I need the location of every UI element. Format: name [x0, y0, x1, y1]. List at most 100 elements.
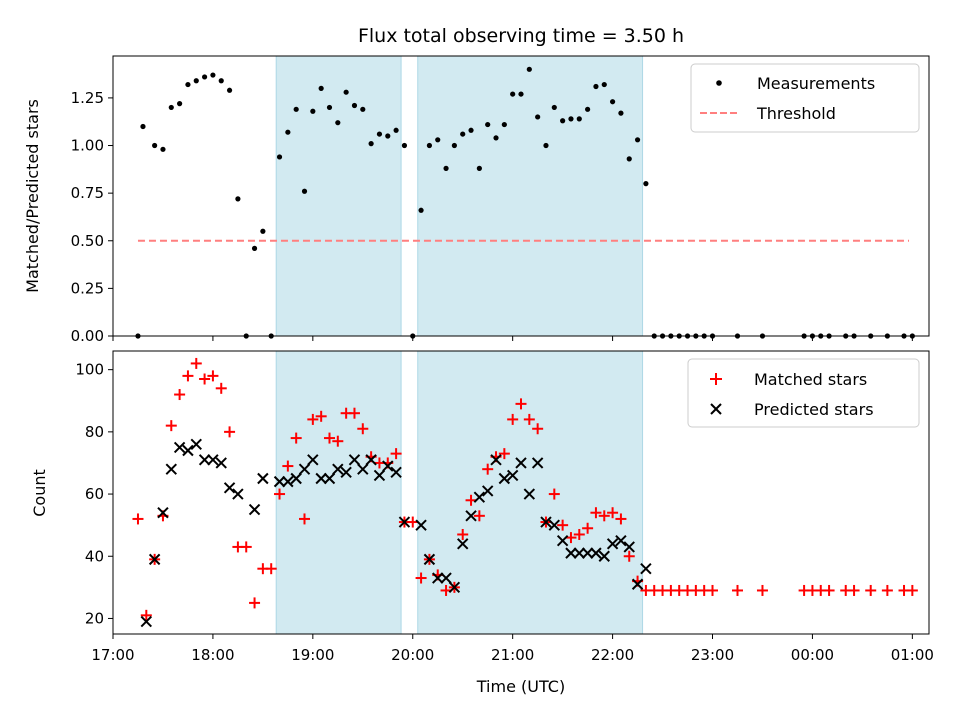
matched-star-point	[848, 584, 860, 596]
measurement-point	[310, 108, 316, 114]
predicted-star-point	[581, 547, 594, 559]
predicted-star-point	[415, 519, 427, 531]
measurement-point	[493, 135, 499, 141]
predicted-star-point	[631, 578, 644, 590]
predicted-star-point	[548, 519, 561, 531]
top-ytick-label: 0.00	[71, 327, 104, 345]
bottom-ytick-label: 80	[85, 423, 104, 441]
matched-star-point	[532, 423, 544, 435]
predicted-star-point	[398, 516, 411, 528]
measurement-point	[301, 188, 308, 194]
bottom-axis-ticks: 20 40 60 80 100 17:00 18:00 19:00 20:00 21:00 22:0…	[75, 361, 934, 664]
predicted-star-point	[531, 457, 544, 469]
measurement-point	[510, 91, 516, 97]
matched-star-point	[390, 448, 402, 460]
predicted-star-point	[273, 475, 286, 488]
predicted-star-point	[390, 466, 402, 478]
predicted-star-point	[498, 472, 511, 485]
matched-star-point	[865, 584, 877, 596]
predicted-star-point	[465, 510, 477, 522]
predicted-star-point	[606, 538, 619, 550]
predicted-star-point	[148, 553, 161, 566]
matched-star-point	[224, 426, 236, 438]
xtick-label: 20:00	[391, 646, 434, 664]
bottom-legend-predicted-marker	[710, 403, 722, 415]
matched-star-point	[731, 584, 743, 596]
measurement-point	[152, 142, 158, 149]
measurement-point	[343, 89, 349, 95]
measurement-point	[451, 142, 457, 149]
measurement-point	[443, 165, 449, 171]
measurement-point	[518, 91, 524, 97]
matched-star-point	[215, 382, 227, 394]
bottom-ytick-label: 40	[85, 547, 104, 565]
predicted-star-point	[423, 553, 436, 566]
measurement-point	[210, 72, 216, 78]
bottom-legend: Matched stars Predicted stars	[687, 358, 920, 428]
matched-star-point	[274, 488, 286, 500]
measurement-point	[185, 81, 191, 88]
matched-star-point	[265, 563, 277, 575]
predicted-star-point	[623, 541, 635, 553]
bottom-ytick-label: 60	[85, 485, 104, 503]
top-ytick-label: 0.75	[71, 184, 104, 202]
matched-star-point	[457, 528, 469, 540]
xtick-label: 18:00	[191, 646, 234, 664]
matched-star-point	[357, 423, 369, 435]
matched-star-point	[240, 541, 252, 553]
top-ytick-label: 0.50	[71, 232, 104, 250]
measurement-point	[634, 137, 641, 143]
matched-star-point	[565, 532, 577, 544]
measurement-point	[593, 83, 599, 90]
predicted-star-point	[340, 466, 352, 478]
measurement-point	[468, 127, 474, 133]
bottom-ytick-label: 20	[85, 609, 104, 627]
bottom-legend-box	[687, 358, 920, 428]
measurement-point	[140, 123, 146, 130]
matched-star-point	[473, 510, 485, 522]
matched-star-point	[465, 494, 477, 506]
matched-star-point	[190, 357, 202, 369]
measurement-point	[501, 121, 507, 128]
bottom-legend-matched-label: Matched stars	[754, 370, 867, 389]
predicted-star-point	[190, 438, 202, 451]
top-legend-measurements-marker	[716, 80, 722, 86]
measurement-point	[326, 104, 333, 111]
matched-star-point	[415, 572, 427, 584]
predicted-star-point	[598, 550, 610, 562]
measurement-point	[260, 228, 266, 234]
measurement-point	[160, 146, 166, 152]
predicted-star-point	[357, 463, 369, 475]
predicted-star-point	[565, 547, 577, 559]
measurement-point	[618, 110, 624, 116]
predicted-star-point	[140, 615, 153, 628]
predicted-star-point	[348, 454, 361, 466]
predicted-star-point	[257, 472, 269, 485]
matched-star-point	[249, 597, 261, 609]
measurement-point	[426, 142, 433, 149]
matched-star-point	[557, 519, 569, 531]
measurement-point	[293, 106, 299, 112]
matched-star-point	[615, 513, 627, 525]
measurement-point	[193, 78, 199, 84]
matched-star-point	[906, 584, 918, 596]
matched-star-point	[440, 584, 452, 596]
top-panel: 0.00 0.25 0.50 0.75 1.00 1.25 Matched/Predict…	[23, 55, 930, 345]
matched-star-point	[323, 432, 335, 444]
matched-star-point	[182, 370, 194, 382]
measurement-point	[560, 118, 566, 124]
bottom-shaded-interval-0	[275, 350, 402, 635]
bottom-y-axis-label: Count	[30, 469, 49, 517]
predicted-star-point	[615, 534, 627, 547]
matched-star-point	[507, 413, 519, 425]
top-shaded-interval-1	[417, 55, 644, 337]
matched-star-point	[515, 398, 527, 410]
matched-star-point	[140, 609, 152, 621]
measurement-point	[376, 131, 383, 137]
measurement-point	[435, 137, 441, 143]
matched-star-point	[332, 435, 344, 447]
measurement-point	[543, 142, 549, 149]
top-ytick-label: 0.25	[71, 279, 104, 297]
predicted-star-point	[473, 491, 486, 503]
